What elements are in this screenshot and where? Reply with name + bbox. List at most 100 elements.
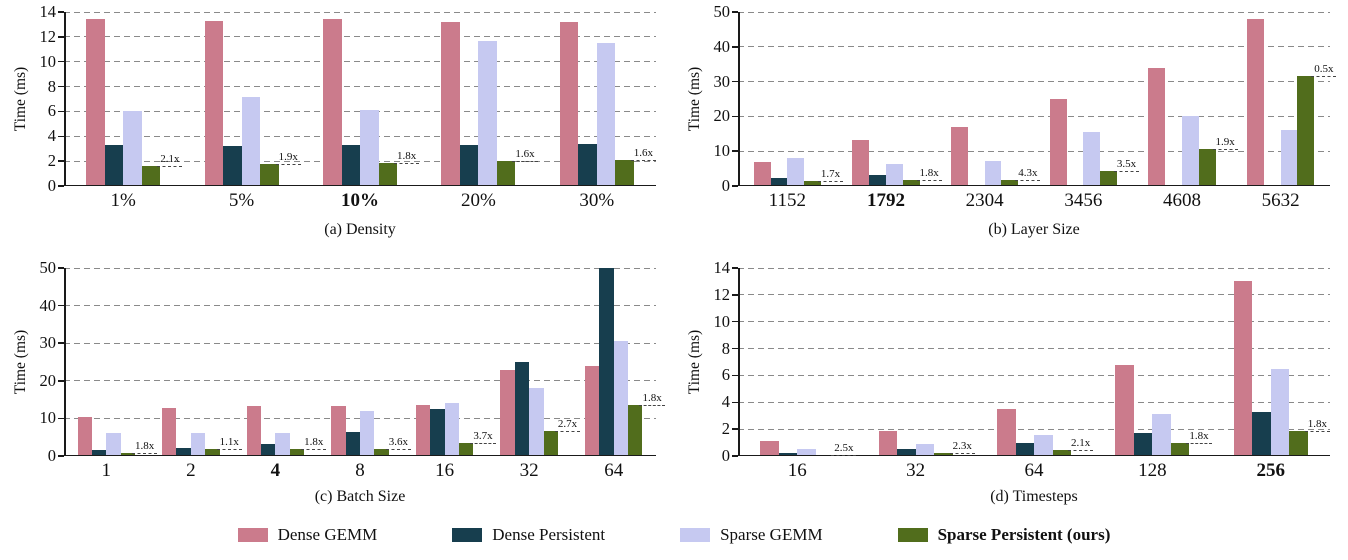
x-axis (738, 184, 1330, 186)
x-axis (64, 454, 656, 456)
x-tick-label: 1% (110, 190, 136, 211)
x-tick-label: 256 (1256, 460, 1286, 481)
bar-dense-gemm (441, 21, 460, 186)
bar-dense-gemm (323, 19, 342, 186)
y-tick-label: 10 (713, 141, 731, 161)
bar-sparse-persistent-ours (141, 166, 161, 186)
y-tick-label: 14 (39, 2, 57, 21)
y-tick-mark (732, 11, 738, 13)
x-tick-label: 3456 (1064, 190, 1103, 211)
bar-sparse-gemm (275, 432, 290, 456)
x-tick-label: 30% (579, 190, 615, 211)
y-tick-mark (732, 46, 738, 48)
bar-sparse-gemm (360, 410, 375, 456)
y-tick-mark (58, 60, 64, 63)
bar-dense-gemm (204, 20, 224, 186)
bar-sparse-gemm (360, 109, 379, 186)
bar-sparse-gemm (613, 341, 629, 456)
panel-layer-size: Time (ms) 1.7x 1.8x 4.3x 3.5x 1.9x 0.5x (b) L… (674, 0, 1348, 250)
bar-sparse-persistent-ours (458, 443, 474, 456)
gridline (738, 428, 1330, 430)
speedup-annotation: 1.6x (630, 147, 657, 161)
legend-label-sparse-gemm: Sparse GEMM (720, 525, 823, 544)
x-tick-label: 16 (787, 460, 807, 481)
y-tick-label: 2 (47, 151, 56, 171)
legend-item-sparse-gemm: Sparse GEMM (680, 525, 823, 545)
bar-sparse-gemm (444, 403, 459, 456)
speedup-annotation: 3.5x (1113, 158, 1140, 172)
bar-dense-gemm (1148, 67, 1166, 186)
x-tick-label: 16 (435, 460, 455, 481)
y-tick-label: 8 (721, 338, 730, 358)
bar-sparse-persistent-ours (378, 163, 397, 186)
y-tick-label: 30 (39, 333, 57, 353)
bar-dense-persistent (1015, 442, 1034, 456)
bar-dense-persistent (176, 448, 191, 456)
gridline (64, 267, 656, 269)
x-tick-label: 5632 (1261, 190, 1300, 211)
y-tick-label: 20 (713, 106, 731, 126)
bar-dense-gemm (500, 369, 515, 456)
plot-area-layer-size: 1.7x 1.8x 4.3x 3.5x 1.9x 0.5x (738, 11, 1337, 186)
bar-dense-persistent (1252, 411, 1271, 456)
x-tick-label: 1 (101, 460, 112, 481)
legend-swatch-dense-gemm (237, 528, 268, 542)
bar-dense-gemm (852, 139, 870, 186)
gridline (64, 305, 656, 307)
gridline (738, 348, 1330, 350)
panel-caption-density: (a) Density (324, 221, 396, 238)
y-axis (738, 12, 740, 186)
y-tick-label: 12 (39, 26, 57, 46)
gridline (64, 36, 656, 38)
bar-sparse-gemm (1152, 414, 1171, 456)
bar-dense-gemm (878, 430, 898, 456)
y-tick-mark (732, 428, 738, 430)
bar-dense-persistent (430, 409, 445, 456)
y-tick-label: 8 (47, 76, 56, 96)
y-tick-mark (732, 320, 738, 323)
x-tick-label: 8 (355, 460, 365, 481)
bar-dense-gemm (1247, 18, 1264, 186)
speedup-annotation: 1.8x (301, 436, 327, 451)
y-tick-mark (58, 267, 64, 269)
x-tick-label: 5% (228, 190, 255, 211)
y-tick-mark (732, 294, 738, 296)
legend-swatch-sparse-gemm (680, 528, 711, 542)
legend-label-dense-gemm: Dense GEMM (277, 525, 378, 544)
x-tick-label: 128 (1138, 460, 1167, 481)
bar-sparse-persistent-ours (374, 449, 389, 456)
speedup-annotation: 1.8x (1304, 418, 1331, 433)
y-tick-mark (732, 115, 738, 118)
y-axis (738, 268, 740, 456)
bar-dense-gemm (1233, 281, 1253, 456)
gridline (738, 115, 1330, 117)
y-tick-label: 6 (47, 101, 56, 121)
bar-sparse-persistent-ours (543, 430, 558, 456)
y-tick-label: 30 (713, 71, 731, 91)
bar-dense-gemm (951, 126, 968, 186)
y-tick-mark (732, 185, 738, 187)
bar-sparse-persistent-ours (1297, 76, 1315, 186)
bar-sparse-gemm (241, 96, 261, 186)
bar-sparse-gemm (915, 443, 935, 456)
bar-dense-gemm (415, 404, 431, 456)
y-tick-mark (732, 401, 738, 404)
bar-dense-persistent (223, 145, 242, 186)
gridline (64, 380, 656, 382)
bar-sparse-gemm (596, 43, 616, 186)
legend-swatch-sparse-persistent (897, 528, 928, 542)
bar-dense-persistent (104, 145, 124, 186)
bar-dense-persistent (778, 452, 798, 456)
y-tick-label: 40 (713, 36, 731, 56)
bar-dense-gemm (760, 440, 779, 456)
bar-dense-persistent (91, 450, 107, 456)
y-tick-label: 0 (721, 446, 730, 465)
x-tick-label: 1152 (768, 190, 806, 211)
x-tick-label: 4608 (1163, 190, 1201, 211)
panel-caption-layer-size: (b) Layer Size (988, 221, 1080, 238)
y-tick-label: 50 (713, 2, 731, 21)
bar-dense-persistent (599, 268, 614, 456)
speedup-annotation: 1.6x (512, 148, 538, 162)
y-axis (64, 12, 66, 186)
y-tick-label: 4 (47, 126, 56, 146)
